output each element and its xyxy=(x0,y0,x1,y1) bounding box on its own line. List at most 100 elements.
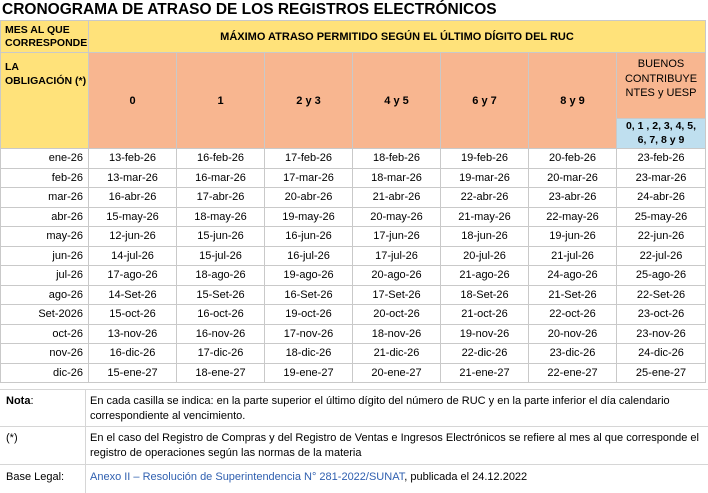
table-cell-date: 17-nov-26 xyxy=(265,324,353,344)
table-cell-date: 20-mar-26 xyxy=(529,168,617,188)
table-cell-date: 22-Set-26 xyxy=(617,285,706,305)
header-digit-4-5: 4 y 5 xyxy=(353,53,441,149)
table-cell-date: 17-Set-26 xyxy=(353,285,441,305)
table-cell-date: 23-nov-26 xyxy=(617,324,706,344)
table-cell-date: 20-jul-26 xyxy=(441,246,529,266)
table-cell-date: 17-mar-26 xyxy=(265,168,353,188)
table-cell-date: 25-ene-27 xyxy=(617,363,706,383)
nota-label: Nota: xyxy=(6,394,34,409)
table-row-month: dic-26 xyxy=(0,363,89,383)
table-cell-date: 16-jul-26 xyxy=(265,246,353,266)
table-cell-date: 18-ago-26 xyxy=(177,266,265,286)
table-cell-date: 21-ago-26 xyxy=(441,266,529,286)
header-digit-2-3: 2 y 3 xyxy=(265,53,353,149)
table-cell-date: 18-feb-26 xyxy=(353,149,441,169)
header-obligacion-line1: LA xyxy=(5,61,19,73)
table-cell-date: 20-may-26 xyxy=(353,207,441,227)
table-cell-date: 15-may-26 xyxy=(89,207,177,227)
table-cell-date: 17-ago-26 xyxy=(89,266,177,286)
table-cell-date: 17-jul-26 xyxy=(353,246,441,266)
table-cell-date: 17-jun-26 xyxy=(353,227,441,247)
header-la-obligacion: LA OBLIGACIÓN (*) xyxy=(0,53,89,149)
table-cell-date: 18-ene-27 xyxy=(177,363,265,383)
header-digit-0: 0 xyxy=(89,53,177,149)
table-cell-date: 19-ene-27 xyxy=(265,363,353,383)
table-cell-date: 20-oct-26 xyxy=(353,305,441,325)
nota-label-text: Nota xyxy=(6,395,31,407)
header-buenos-line3: NTES y UESP xyxy=(625,87,697,99)
table-cell-date: 16-dic-26 xyxy=(89,344,177,364)
table-cell-date: 24-abr-26 xyxy=(617,188,706,208)
header-mes-line1: MES AL QUE xyxy=(5,24,70,36)
table-cell-date: 14-jul-26 xyxy=(89,246,177,266)
table-row-month: oct-26 xyxy=(0,324,89,344)
table-cell-date: 23-feb-26 xyxy=(617,149,706,169)
table-cell-date: 24-dic-26 xyxy=(617,344,706,364)
table-cell-date: 20-feb-26 xyxy=(529,149,617,169)
table-cell-date: 21-Set-26 xyxy=(529,285,617,305)
table-cell-date: 19-nov-26 xyxy=(441,324,529,344)
table-cell-date: 23-dic-26 xyxy=(529,344,617,364)
table-cell-date: 21-oct-26 xyxy=(441,305,529,325)
table-cell-date: 24-ago-26 xyxy=(529,266,617,286)
schedule-table: MES AL QUE CORRESPONDE LA OBLIGACIÓN (*)… xyxy=(0,20,708,383)
table-cell-date: 12-jun-26 xyxy=(89,227,177,247)
header-mes-line2: CORRESPONDE xyxy=(5,37,88,49)
table-cell-date: 18-Set-26 xyxy=(441,285,529,305)
table-cell-date: 21-abr-26 xyxy=(353,188,441,208)
table-row-month: nov-26 xyxy=(0,344,89,364)
nota-label-colon: : xyxy=(30,395,34,407)
table-cell-date: 22-ene-27 xyxy=(529,363,617,383)
table-row-month: abr-26 xyxy=(0,207,89,227)
table-row-month: feb-26 xyxy=(0,168,89,188)
table-cell-date: 16-oct-26 xyxy=(177,305,265,325)
table-cell-date: 22-may-26 xyxy=(529,207,617,227)
table-cell-date: 13-nov-26 xyxy=(89,324,177,344)
table-cell-date: 20-ago-26 xyxy=(353,266,441,286)
table-cell-date: 17-dic-26 xyxy=(177,344,265,364)
table-cell-date: 18-dic-26 xyxy=(265,344,353,364)
table-cell-date: 14-Set-26 xyxy=(89,285,177,305)
table-cell-date: 22-oct-26 xyxy=(529,305,617,325)
table-cell-date: 20-nov-26 xyxy=(529,324,617,344)
table-cell-date: 21-jul-26 xyxy=(529,246,617,266)
header-digit-6-7: 6 y 7 xyxy=(441,53,529,149)
header-obligacion-line2: OBLIGACIÓN (*) xyxy=(5,75,87,87)
header-buenos-digits-line1: 0, 1 , 2, 3, 4, 5, xyxy=(625,120,697,132)
table-cell-date: 22-abr-26 xyxy=(441,188,529,208)
table-cell-date: 19-ago-26 xyxy=(265,266,353,286)
table-cell-date: 19-mar-26 xyxy=(441,168,529,188)
table-row-month: ago-26 xyxy=(0,285,89,305)
notes-section: Nota: En cada casilla se indica: en la p… xyxy=(0,389,708,493)
table-cell-date: 16-feb-26 xyxy=(177,149,265,169)
table-cell-date: 20-abr-26 xyxy=(265,188,353,208)
header-buenos-digits-line2: 6, 7, 8 y 9 xyxy=(637,133,685,146)
table-row-month: Set-2026 xyxy=(0,305,89,325)
table-cell-date: 15-jul-26 xyxy=(177,246,265,266)
header-buenos-line1: BUENOS xyxy=(637,58,685,70)
table-cell-date: 22-dic-26 xyxy=(441,344,529,364)
base-legal-suffix: , publicada el 24.12.2022 xyxy=(404,471,528,483)
table-cell-date: 18-nov-26 xyxy=(353,324,441,344)
header-mes-al-que-corresponde: MES AL QUE CORRESPONDE xyxy=(0,20,89,53)
base-legal-link[interactable]: Anexo II – Resolución de Superintendenci… xyxy=(90,471,405,483)
table-cell-date: 16-jun-26 xyxy=(265,227,353,247)
header-digit-8-9: 8 y 9 xyxy=(529,53,617,149)
asterisk-text: En el caso del Registro de Compras y del… xyxy=(90,432,699,459)
table-cell-date: 19-feb-26 xyxy=(441,149,529,169)
table-row-month: may-26 xyxy=(0,227,89,247)
table-cell-date: 17-abr-26 xyxy=(177,188,265,208)
table-row-month: ene-26 xyxy=(0,149,89,169)
table-cell-date: 16-Set-26 xyxy=(265,285,353,305)
table-cell-date: 19-oct-26 xyxy=(265,305,353,325)
table-cell-date: 23-oct-26 xyxy=(617,305,706,325)
table-row-month: jun-26 xyxy=(0,246,89,266)
table-cell-date: 16-nov-26 xyxy=(177,324,265,344)
header-maximo-atraso: MÁXIMO ATRASO PERMITIDO SEGÚN EL ÚLTIMO … xyxy=(89,20,706,53)
header-buenos-contribuyentes: BUENOS CONTRIBUYE NTES y UESP xyxy=(617,53,706,119)
table-cell-date: 25-ago-26 xyxy=(617,266,706,286)
base-legal-text: Anexo II – Resolución de Superintendenci… xyxy=(90,470,702,485)
table-cell-date: 13-feb-26 xyxy=(89,149,177,169)
table-cell-date: 16-abr-26 xyxy=(89,188,177,208)
table-cell-date: 18-jun-26 xyxy=(441,227,529,247)
